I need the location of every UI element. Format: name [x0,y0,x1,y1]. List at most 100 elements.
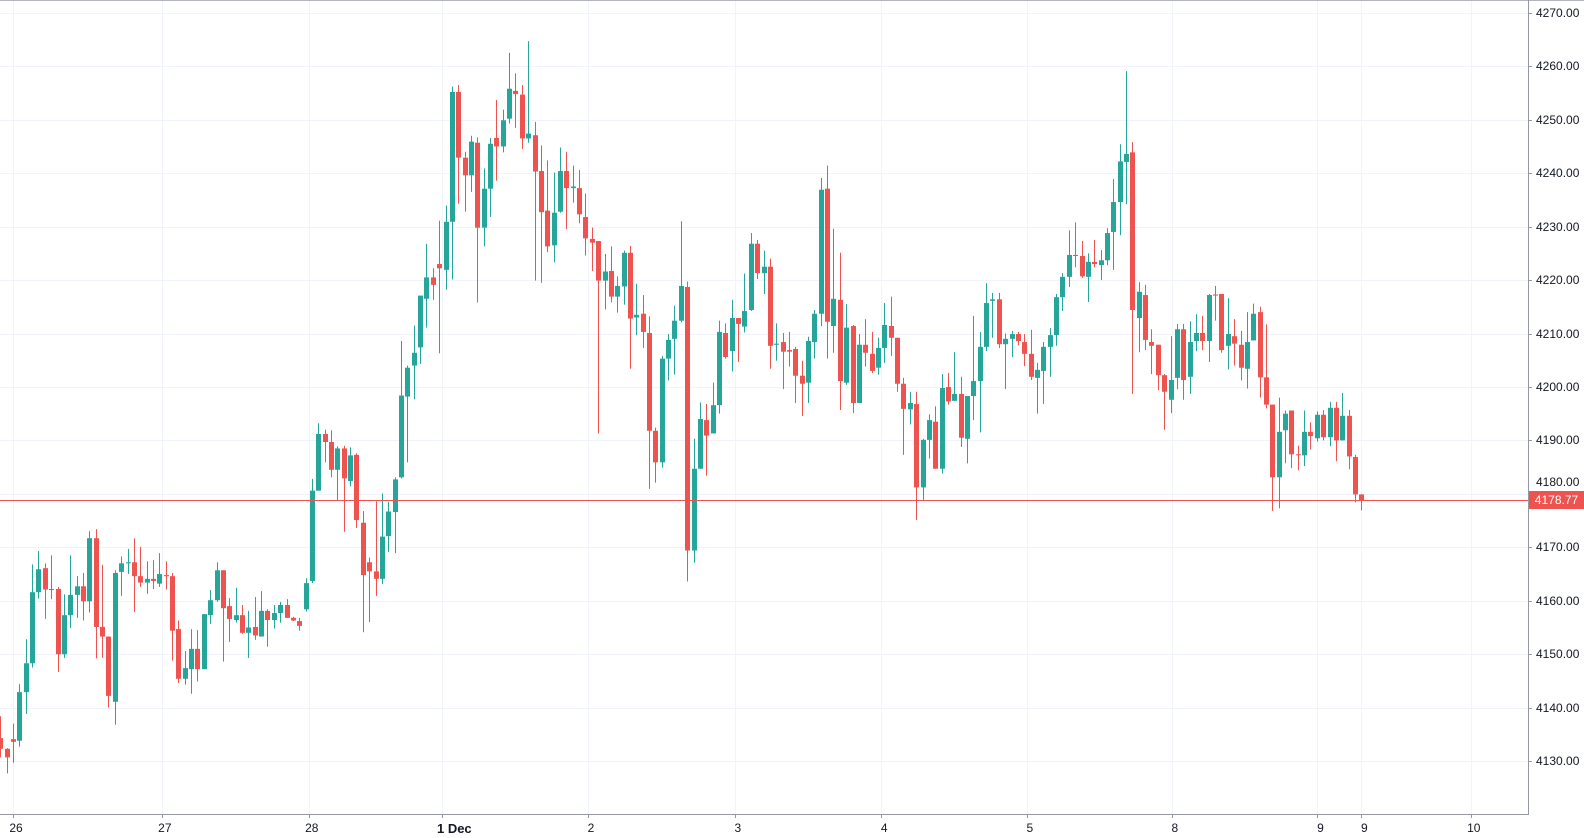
candle-body [628,252,633,319]
candle-body [959,393,964,438]
time-axis-label: 10 [1467,821,1481,835]
candle-up [1048,328,1053,377]
candle-body [793,349,798,376]
candle-body [87,538,92,602]
candle-body [857,344,862,403]
candle-down [933,406,938,469]
candle-up [469,135,474,192]
candle-body [660,358,665,463]
candle-down [889,296,894,356]
candle-up [1251,303,1256,341]
candle-up [36,551,41,599]
candle-down [5,748,10,774]
candle-up [622,250,627,305]
candle-body [157,574,162,584]
price-axis-label: 4140.00 [1536,700,1580,715]
candle-body [68,594,73,616]
candle-down [81,572,86,621]
candle-up [1302,410,1307,467]
candle-body [1169,380,1174,400]
candle-body [62,615,67,655]
candle-down [781,332,786,390]
candle-up [844,304,849,385]
candle-body [513,90,518,95]
candle-body [1315,414,1320,439]
candle-body [1124,153,1129,162]
candle-body [24,663,29,693]
candle-body [851,326,856,403]
candle-down [151,560,156,589]
candle-down [0,716,3,758]
candle-up [711,382,716,434]
candle-body [901,383,906,409]
candle-down [240,605,245,634]
candle-up [208,590,213,624]
candle-body [227,606,232,619]
candle-up [1041,342,1046,405]
candle-up [774,323,779,361]
candle-body [450,91,455,222]
candle-body [984,303,989,347]
candle-body [730,318,735,352]
candle-body [711,405,716,434]
candle-body [870,353,875,371]
price-axis-label: 4180.00 [1536,475,1580,490]
price-axis-label: 4260.00 [1536,59,1580,74]
candle-down [1219,293,1224,353]
candle-up [1226,298,1231,370]
candle-body [81,586,86,602]
candle-body [342,448,347,479]
candle-body [507,88,512,119]
candle-body [253,626,258,636]
candle-body [1137,291,1142,319]
candle-up [157,553,162,587]
candle-down [704,404,709,476]
candle-body [1340,415,1345,441]
candle-body [482,188,487,228]
candle-body [825,188,830,322]
candle-body [946,386,951,402]
candle-down [1232,319,1237,366]
candle-up [857,334,862,403]
candle-down [914,391,919,521]
candle-body [36,569,41,593]
candle-down [946,373,951,405]
candle-body [1029,353,1034,377]
candle-body [145,578,150,583]
candle-body [202,614,207,670]
candle-up [526,41,531,143]
candle-up [984,283,989,352]
candle-down [11,723,16,763]
candle-down [755,239,760,279]
candle-up [1010,330,1015,358]
candle-down [583,193,588,256]
candle-body [1003,338,1008,345]
candle-body [221,570,226,609]
candle-body [990,299,995,301]
candle-down [1321,409,1326,441]
candle-body [0,738,3,749]
candle-up [1124,71,1129,205]
price-axis-label: 4160.00 [1536,593,1580,608]
candle-body [774,343,779,345]
candle-body [1092,261,1097,265]
candle-up [571,165,576,203]
candle-body [234,615,239,620]
candle-body [1130,152,1135,310]
price-axis-label: 4220.00 [1536,273,1580,288]
candle-body [183,668,188,679]
candle-up [202,614,207,670]
candle-up [30,564,35,668]
candle-down [513,73,518,128]
candle-body [1245,342,1250,369]
candle-body [819,189,824,314]
candle-up [1060,273,1065,312]
candle-body [876,347,881,368]
candle-down [539,145,544,283]
candle-body [265,610,270,620]
candle-down [1029,329,1034,381]
candle-down [176,620,181,684]
candle-body [685,287,690,551]
